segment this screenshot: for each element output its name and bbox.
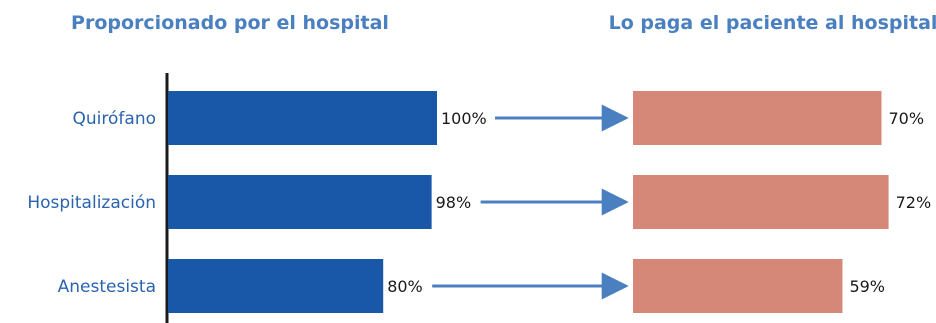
- right-bar: [633, 91, 882, 145]
- left-value-label: 98%: [436, 193, 472, 212]
- left-bar: [168, 259, 384, 313]
- left-value-label: 80%: [387, 277, 423, 296]
- left-panel-heading: Proporcionado por el hospital: [71, 12, 389, 34]
- right-value-label: 70%: [889, 109, 925, 128]
- right-panel-heading: Lo paga el paciente al hospital: [609, 12, 936, 34]
- category-label: Hospitalización: [27, 193, 156, 213]
- left-bar: [168, 175, 432, 229]
- chart-rows: Quirófano 100% 70% Hospitalización 98% 72% Ane…: [27, 91, 931, 313]
- category-label: Anestesista: [58, 277, 156, 297]
- left-value-label: 100%: [441, 109, 487, 128]
- right-bar: [633, 175, 889, 229]
- category-label: Quirófano: [73, 109, 156, 129]
- left-bar: [168, 91, 437, 145]
- right-value-label: 72%: [896, 193, 932, 212]
- right-bar: [633, 259, 843, 313]
- right-value-label: 59%: [849, 277, 885, 296]
